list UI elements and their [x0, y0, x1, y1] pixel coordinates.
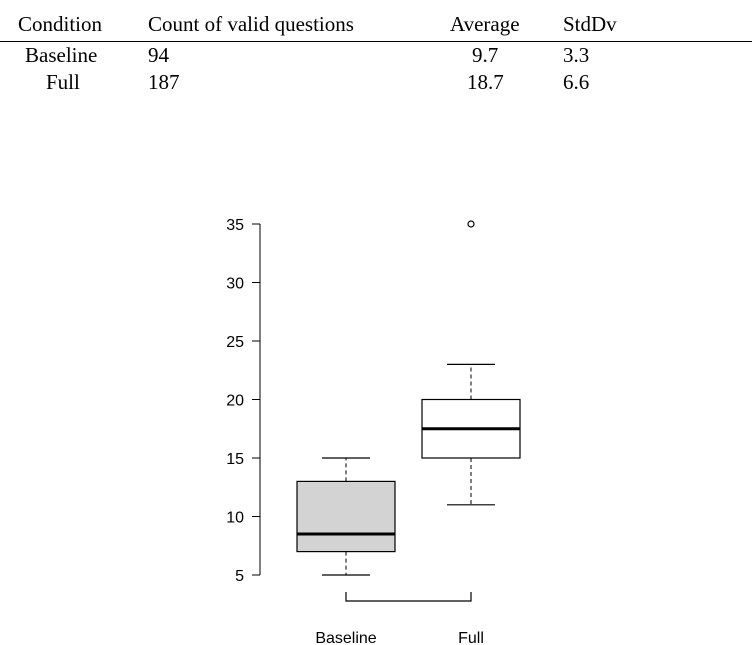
row-baseline-count: 94 [148, 43, 169, 67]
row-full-count: 187 [148, 70, 180, 94]
header-count: Count of valid questions [148, 12, 354, 36]
row-baseline-average: 9.7 [472, 43, 499, 67]
header-divider [0, 41, 752, 42]
row-baseline-condition: Baseline [25, 43, 98, 67]
header-condition: Condition [18, 12, 103, 36]
y-tick-label: 35 [226, 217, 244, 234]
row-full-average: 18.7 [467, 70, 504, 94]
row-baseline-stddev: 3.3 [563, 43, 590, 67]
header-stddev: StdDv [563, 12, 617, 36]
header-average: Average [450, 12, 520, 36]
x-axis-bracket [345, 592, 472, 602]
row-full-stddev: 6.6 [563, 70, 590, 94]
x-tick-label: Full [458, 630, 484, 645]
y-tick-label: 10 [226, 510, 244, 527]
outlier-point [467, 220, 475, 228]
row-full-condition: Full [46, 70, 80, 94]
y-tick-label: 20 [226, 393, 244, 410]
y-tick-label: 5 [235, 568, 244, 585]
x-tick-label: Baseline [315, 630, 376, 645]
iqr-box [296, 480, 396, 553]
y-tick-label: 25 [226, 334, 244, 351]
y-tick-label: 15 [226, 451, 244, 468]
y-tick-label: 30 [226, 276, 244, 293]
